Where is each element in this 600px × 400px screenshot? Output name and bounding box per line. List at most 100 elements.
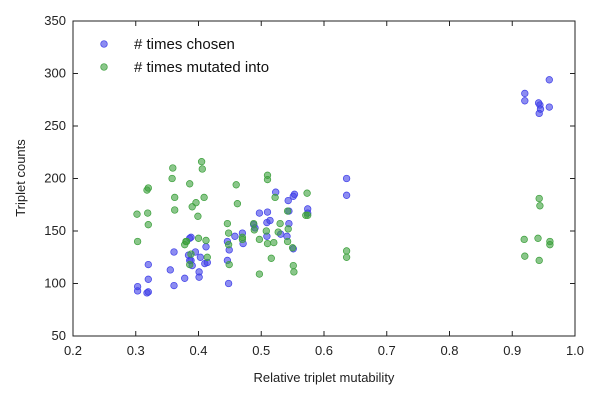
legend-marker bbox=[100, 40, 108, 48]
point-times-chosen bbox=[166, 266, 174, 274]
y-tick-label: 100 bbox=[44, 276, 66, 291]
legend-entry-label: # times mutated into bbox=[134, 59, 269, 76]
point-times-chosen bbox=[545, 76, 553, 84]
point-times-chosen bbox=[144, 260, 152, 269]
point-times-chosen bbox=[342, 174, 351, 183]
point-times-chosen bbox=[195, 273, 203, 281]
point-times-mutated-into bbox=[133, 237, 142, 246]
x-tick-label: 0.4 bbox=[189, 343, 207, 358]
point-times-mutated-into bbox=[288, 244, 297, 252]
point-times-mutated-into bbox=[232, 181, 240, 189]
y-axis-label: Triplet counts bbox=[13, 139, 28, 217]
point-times-mutated-into bbox=[224, 229, 233, 237]
point-times-mutated-into bbox=[225, 260, 233, 269]
legend-marker bbox=[100, 63, 108, 71]
legend-entry-label: # times chosen bbox=[134, 36, 235, 53]
x-tick-label: 1.0 bbox=[566, 343, 584, 358]
y-tick-label: 200 bbox=[44, 171, 66, 186]
point-times-chosen bbox=[545, 103, 553, 111]
point-times-chosen bbox=[263, 208, 272, 216]
y-tick-label: 50 bbox=[52, 328, 66, 343]
point-times-mutated-into bbox=[250, 219, 258, 228]
point-times-mutated-into bbox=[262, 227, 270, 235]
point-times-mutated-into bbox=[186, 180, 194, 188]
x-tick-label: 0.5 bbox=[252, 343, 270, 358]
point-times-mutated-into bbox=[270, 238, 278, 247]
point-times-mutated-into bbox=[194, 234, 203, 242]
point-times-mutated-into bbox=[224, 241, 233, 249]
point-times-mutated-into bbox=[284, 225, 292, 233]
point-times-mutated-into bbox=[304, 211, 312, 219]
point-times-mutated-into bbox=[197, 158, 206, 166]
point-times-mutated-into bbox=[303, 189, 311, 197]
point-times-mutated-into bbox=[521, 252, 529, 260]
point-times-mutated-into bbox=[186, 260, 194, 269]
point-times-mutated-into bbox=[203, 253, 211, 261]
point-times-chosen bbox=[202, 243, 210, 251]
point-times-mutated-into bbox=[200, 193, 208, 202]
point-times-chosen bbox=[255, 209, 264, 217]
point-times-chosen bbox=[290, 190, 299, 198]
x-tick-label: 0.8 bbox=[440, 343, 458, 358]
point-times-chosen bbox=[170, 248, 178, 256]
point-times-mutated-into bbox=[546, 241, 554, 249]
point-times-mutated-into bbox=[194, 212, 202, 220]
point-times-mutated-into bbox=[144, 221, 152, 229]
point-times-mutated-into bbox=[169, 164, 177, 172]
point-times-mutated-into bbox=[263, 239, 272, 248]
point-times-mutated-into bbox=[171, 193, 179, 202]
point-times-mutated-into bbox=[283, 207, 292, 215]
x-axis-label: Relative triplet mutability bbox=[254, 370, 395, 385]
point-times-mutated-into bbox=[238, 235, 247, 244]
point-times-chosen bbox=[181, 274, 189, 282]
point-times-mutated-into bbox=[233, 200, 242, 208]
x-tick-label: 0.3 bbox=[127, 343, 145, 358]
point-times-mutated-into bbox=[535, 194, 543, 203]
point-times-chosen bbox=[224, 279, 233, 288]
x-tick-label: 0.2 bbox=[64, 343, 82, 358]
point-times-mutated-into bbox=[271, 193, 279, 202]
point-times-mutated-into bbox=[144, 184, 152, 192]
point-times-mutated-into bbox=[283, 237, 292, 246]
point-times-chosen bbox=[133, 287, 142, 295]
point-times-chosen bbox=[284, 196, 292, 205]
point-times-mutated-into bbox=[342, 247, 351, 255]
x-tick-label: 0.7 bbox=[378, 343, 396, 358]
x-axis: 0.2 0.3 0.4 0.5 0.6 0.7 0.8 0.9 1.0 bbox=[64, 21, 584, 358]
point-times-mutated-into bbox=[255, 270, 264, 278]
y-tick-label: 300 bbox=[44, 66, 66, 81]
y-tick-label: 250 bbox=[44, 118, 66, 133]
legend: # times chosen # times mutated into bbox=[100, 36, 269, 76]
point-times-mutated-into bbox=[289, 261, 297, 270]
x-tick-label: 0.9 bbox=[503, 343, 521, 358]
point-times-mutated-into bbox=[520, 235, 528, 244]
point-times-mutated-into bbox=[255, 235, 264, 244]
point-times-mutated-into bbox=[198, 165, 206, 173]
y-axis: 50 100 150 200 250 300 350 bbox=[44, 13, 575, 343]
data-points bbox=[133, 76, 554, 297]
point-times-mutated-into bbox=[536, 202, 544, 210]
point-times-mutated-into bbox=[342, 253, 351, 261]
point-times-chosen bbox=[342, 191, 351, 199]
point-times-chosen bbox=[170, 281, 178, 290]
point-times-mutated-into bbox=[535, 256, 543, 265]
point-times-mutated-into bbox=[144, 209, 152, 217]
point-times-chosen bbox=[196, 253, 205, 261]
point-times-mutated-into bbox=[290, 268, 298, 276]
point-times-mutated-into bbox=[274, 228, 282, 236]
point-times-mutated-into bbox=[267, 254, 275, 262]
point-times-chosen bbox=[521, 97, 529, 105]
point-times-mutated-into bbox=[187, 250, 195, 258]
point-times-chosen bbox=[144, 288, 152, 296]
point-times-mutated-into bbox=[168, 174, 176, 183]
point-times-mutated-into bbox=[192, 199, 200, 207]
y-tick-label: 350 bbox=[44, 13, 66, 28]
point-times-mutated-into bbox=[182, 237, 191, 246]
point-times-chosen bbox=[231, 232, 239, 240]
point-times-mutated-into bbox=[202, 236, 210, 245]
point-times-chosen bbox=[521, 89, 529, 98]
point-times-chosen bbox=[187, 233, 195, 241]
x-tick-label: 0.6 bbox=[315, 343, 333, 358]
